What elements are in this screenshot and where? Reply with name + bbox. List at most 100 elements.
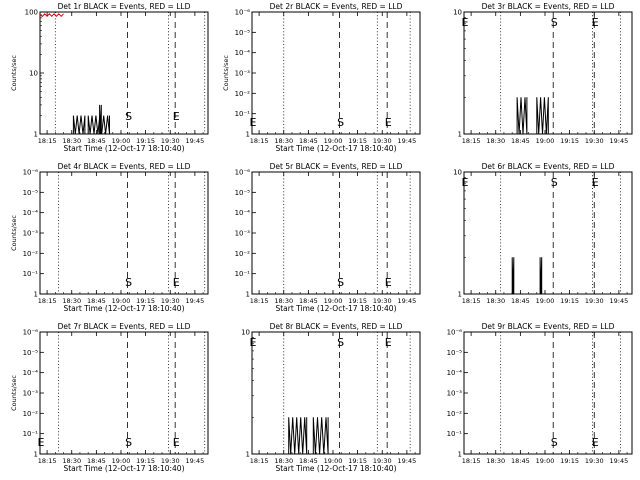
x-tick-label: 18:15 [38,457,57,465]
x-tick-label: 19:45 [609,297,628,305]
y-tick-label: 10⁻⁴ [235,209,251,217]
series-events [72,104,110,135]
detector-panel-3: Det 3r BLACK = Events, RED = LLD 1 10 18:15… [453,2,633,145]
event-burst [516,97,528,135]
panel-title: Det 7r BLACK = Events, RED = LLD [58,322,191,331]
plot-frame [39,331,209,455]
panel-title: Det 2r BLACK = Events, RED = LLD [270,2,403,11]
x-tick-label: 19:45 [397,457,416,465]
marker-label-e: E [592,436,599,449]
x-tick-label: 19:15 [560,297,579,305]
event-burst [72,115,86,135]
detector-panel-9: Det 9r BLACK = Events, RED = LLD 1 10⁻¹ 10⁻… [447,322,633,465]
x-tick-label: 19:00 [112,297,131,305]
y-tick-label: 1 [246,451,250,459]
detector-panel-8: Det 8r BLACK = Events, RED = LLD 1 10 18:15… [241,322,421,473]
x-axis-label: Start Time (12-Oct-17 18:10:40) [275,304,396,313]
x-axis-label: Start Time (12-Oct-17 18:10:40) [63,304,184,313]
event-burst [312,417,329,455]
marker-label-s: S [337,116,344,129]
x-tick-label: 18:15 [462,457,481,465]
x-tick-label: 19:00 [536,137,555,145]
x-tick-label: 19:45 [609,457,628,465]
plot-frame [39,11,209,135]
panel-title: Det 4r BLACK = Events, RED = LLD [58,162,191,171]
y-axis-label: Counts/sec [10,55,18,91]
y-tick-label: 1 [246,131,250,139]
x-tick-label: 18:15 [462,297,481,305]
x-tick-label: 19:15 [560,137,579,145]
y-tick-label: 1 [34,131,38,139]
event-burst [539,257,543,295]
y-tick-label: 10⁻³ [23,230,39,238]
detector-panel-5: Det 5r BLACK = Events, RED = LLD 1 10⁻¹ 10⁻… [235,162,421,313]
marker-label-e: E [592,176,599,189]
y-tick-label: 10⁻⁶ [235,169,251,177]
marker-label-e: E [462,176,469,189]
plot-frame [463,171,633,295]
x-tick-label: 19:30 [373,137,392,145]
detector-panel-1: Det 1r BLACK = Events, RED = LLD 1 10 100 18… [10,2,209,153]
y-tick-label: 10⁻² [235,250,251,258]
y-tick-label: 10⁻¹ [447,430,463,438]
x-tick-label: 18:30 [486,137,505,145]
x-tick-label: 19:15 [136,137,155,145]
marker-label-e: E [462,16,469,29]
panel-title: Det 6r BLACK = Events, RED = LLD [482,162,615,171]
x-tick-label: 18:15 [38,297,57,305]
series-events [516,97,549,135]
y-tick-label: 10⁻⁵ [23,349,39,357]
y-tick-label: 10⁻³ [23,390,39,398]
x-tick-label: 19:30 [585,297,604,305]
x-tick-label: 18:30 [62,137,81,145]
y-tick-label: 10⁻⁶ [23,329,39,337]
x-tick-label: 18:45 [511,137,530,145]
x-tick-label: 19:00 [324,137,343,145]
x-tick-label: 18:45 [299,137,318,145]
panel-title: Det 5r BLACK = Events, RED = LLD [270,162,403,171]
plot-frame [251,171,421,295]
x-tick-label: 19:00 [536,457,555,465]
x-tick-label: 19:15 [136,297,155,305]
x-tick-label: 18:30 [62,297,81,305]
y-tick-label: 10⁻² [447,410,463,418]
y-tick-label: 10⁻⁵ [23,189,39,197]
plot-frame [251,331,421,455]
x-axis-label: Start Time (12-Oct-17 18:10:40) [275,144,396,153]
marker-label-s: S [337,276,344,289]
y-tick-label: 10⁻⁴ [447,369,463,377]
x-tick-label: 18:15 [250,137,269,145]
y-tick-label: 10⁻⁵ [235,29,251,37]
marker-label-s: S [125,276,132,289]
marker-label-e: E [173,436,180,449]
event-burst [511,257,515,295]
marker-label-e: E [385,116,392,129]
x-axis-label: Start Time (12-Oct-17 18:10:40) [63,144,184,153]
plot-frame [251,11,421,135]
y-tick-label: 10⁻² [23,410,39,418]
y-tick-label: 10⁻³ [235,230,251,238]
x-tick-label: 19:00 [324,297,343,305]
y-tick-label: 10⁻⁶ [235,9,251,17]
y-axis-label: Counts/sec [222,55,230,91]
y-tick-label: 10⁻⁵ [447,349,463,357]
x-tick-label: 19:45 [185,137,204,145]
y-tick-label: 10⁻² [235,90,251,98]
detector-panel-6: Det 6r BLACK = Events, RED = LLD 1 10 18:15… [453,162,633,305]
x-tick-label: 18:30 [274,137,293,145]
x-tick-label: 18:45 [299,457,318,465]
y-tick-label: 10⁻¹ [235,270,251,278]
event-burst [288,417,308,455]
detector-panel-2: Det 2r BLACK = Events, RED = LLD 1 10⁻¹ 10⁻… [222,2,421,153]
event-burst [99,104,102,135]
x-tick-label: 19:45 [609,137,628,145]
x-tick-label: 19:30 [585,137,604,145]
lld-trace [39,13,64,18]
event-burst [87,115,110,135]
y-tick-label: 10⁻⁴ [235,49,251,57]
marker-label-e: E [173,276,180,289]
y-tick-label: 1 [458,291,462,299]
x-tick-label: 19:00 [324,457,343,465]
y-tick-label: 10⁻³ [235,70,251,78]
